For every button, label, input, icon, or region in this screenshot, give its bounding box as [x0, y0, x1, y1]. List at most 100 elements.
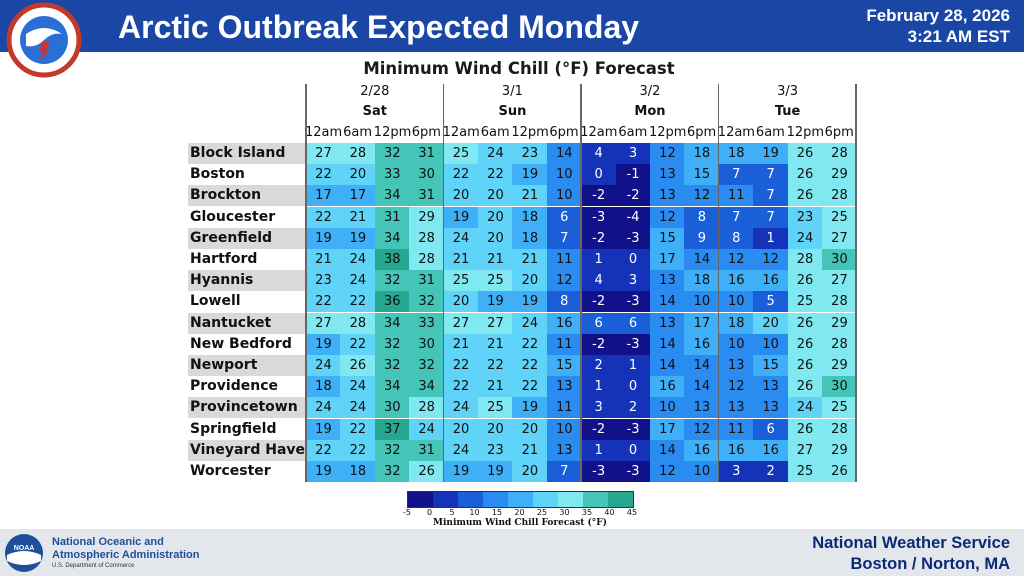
- wind-chill-cell: 24: [787, 397, 823, 419]
- legend-tick-label: 5: [449, 508, 455, 517]
- issued-time: 3:21 AM EST: [907, 27, 1010, 46]
- wind-chill-cell: 13: [546, 376, 582, 398]
- wind-chill-cell: 19: [306, 418, 341, 440]
- time-header: 12am: [442, 125, 480, 140]
- legend-swatch: [508, 492, 533, 507]
- wind-chill-cell: 1: [753, 227, 789, 249]
- wind-chill-cell: 13: [753, 397, 789, 419]
- wind-chill-cell: 1: [581, 249, 617, 270]
- wind-chill-cell: 33: [409, 312, 445, 334]
- wind-chill-cell: 4: [581, 143, 617, 164]
- wind-chill-cell: 36: [374, 291, 410, 313]
- wind-chill-cell: 12: [650, 143, 685, 164]
- wind-chill-cell: -2: [581, 333, 617, 355]
- wind-chill-cell: 6: [546, 206, 582, 228]
- group-separator: [855, 84, 857, 483]
- wind-chill-cell: 22: [306, 291, 341, 313]
- issued-datetime: February 28, 2026 3:21 AM EST: [866, 5, 1010, 47]
- time-header: 12am: [580, 125, 618, 140]
- wind-chill-cell: 11: [546, 333, 582, 355]
- wind-chill-cell: 20: [512, 461, 548, 482]
- wind-chill-cell: -3: [615, 291, 651, 313]
- legend-tick-label: 25: [536, 508, 548, 517]
- wind-chill-cell: 6: [615, 312, 651, 334]
- wind-chill-cell: -3: [615, 418, 651, 440]
- wind-chill-cell: 16: [753, 439, 789, 461]
- legend-title: Minimum Wind Chill Forecast (°F): [433, 518, 607, 528]
- legend-tick-label: 30: [559, 508, 570, 517]
- wind-chill-cell: 28: [409, 249, 445, 270]
- wind-chill-cell: 3: [615, 270, 651, 292]
- wind-chill-cell: 21: [512, 185, 548, 207]
- city-label: Lowell: [190, 293, 241, 310]
- wind-chill-cell: 26: [822, 461, 857, 482]
- nws-logo-icon: [6, 2, 82, 78]
- wind-chill-cell: 31: [374, 206, 410, 228]
- wind-chill-cell: -2: [581, 185, 617, 207]
- wind-chill-cell: 18: [306, 376, 341, 398]
- wind-chill-cell: -4: [615, 206, 651, 228]
- city-label: Providence: [190, 378, 278, 395]
- city-label: Provincetown: [188, 397, 305, 419]
- wind-chill-cell: 14: [684, 249, 720, 270]
- wind-chill-cell: 14: [650, 333, 685, 355]
- wind-chill-cell: 12: [650, 461, 685, 482]
- wind-chill-cell: 20: [512, 270, 548, 292]
- wind-chill-cell: 21: [512, 249, 548, 270]
- wind-chill-cell: 4: [581, 270, 617, 292]
- time-header: 12pm: [786, 125, 825, 140]
- wind-chill-cell: 12: [546, 270, 582, 292]
- wind-chill-cell: 21: [443, 249, 479, 270]
- office-line2: Boston / Norton, MA: [850, 555, 1010, 573]
- wind-chill-cell: 27: [478, 312, 513, 334]
- legend-tick-label: 15: [491, 508, 503, 517]
- legend-swatch: [533, 492, 558, 507]
- time-header: 12am: [717, 125, 755, 140]
- wind-chill-cell: 22: [443, 355, 479, 376]
- wind-chill-cell: 32: [374, 333, 410, 355]
- wind-chill-cell: 12: [684, 418, 720, 440]
- group-separator: [717, 84, 720, 483]
- legend-swatch: [483, 492, 508, 507]
- wind-chill-cell: 26: [409, 461, 445, 482]
- wind-chill-cell: 30: [822, 249, 857, 270]
- wind-chill-cell: -3: [615, 461, 651, 482]
- wind-chill-cell: 12: [718, 249, 754, 270]
- subtitle-panel: [188, 52, 850, 82]
- wind-chill-cell: 20: [478, 227, 513, 249]
- wind-chill-cell: 21: [478, 249, 513, 270]
- wind-chill-cell: 32: [374, 143, 410, 164]
- wind-chill-cell: 16: [718, 439, 754, 461]
- wind-chill-cell: 11: [546, 397, 582, 419]
- wind-chill-cell: 21: [306, 249, 341, 270]
- time-header: 12pm: [511, 125, 549, 140]
- wind-chill-cell: 0: [615, 249, 651, 270]
- wind-chill-cell: 0: [581, 164, 617, 186]
- wind-chill-cell: 22: [478, 164, 513, 186]
- wind-chill-cell: 29: [822, 164, 857, 186]
- wind-chill-cell: 13: [650, 164, 685, 186]
- wind-chill-cell: 14: [684, 376, 720, 398]
- wind-chill-cell: -3: [615, 227, 651, 249]
- wind-chill-cell: 23: [306, 270, 341, 292]
- legend-tick-label: 35: [581, 508, 593, 517]
- wind-chill-cell: 14: [650, 291, 685, 313]
- wind-chill-cell: 24: [340, 397, 376, 419]
- time-header: 6am: [618, 125, 648, 140]
- time-header: 12am: [305, 125, 343, 140]
- wind-chill-cell: 25: [443, 270, 479, 292]
- chart-subtitle: Minimum Wind Chill (°F) Forecast: [363, 59, 675, 78]
- wind-chill-cell: 2: [581, 355, 617, 376]
- office-name: National Weather Service Boston / Norton…: [812, 533, 1010, 575]
- wind-chill-cell: 20: [478, 185, 513, 207]
- wind-chill-cell: 24: [512, 312, 548, 334]
- wind-chill-cell: 26: [787, 185, 823, 207]
- wind-chill-cell: -2: [581, 227, 617, 249]
- time-header: 6pm: [549, 125, 579, 140]
- time-header: 6pm: [686, 125, 717, 140]
- wind-chill-cell: 25: [787, 291, 823, 313]
- wind-chill-cell: 0: [615, 439, 651, 461]
- wind-chill-cell: 32: [374, 355, 410, 376]
- wind-chill-cell: 19: [443, 461, 479, 482]
- wind-chill-cell: 8: [546, 291, 582, 313]
